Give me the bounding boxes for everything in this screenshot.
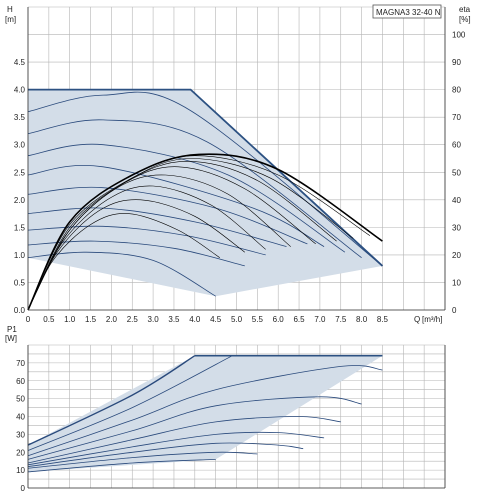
y-tick-label: 3.5 — [14, 113, 26, 122]
y-tick-label: 0.0 — [14, 306, 26, 315]
y-axis-label: H — [7, 5, 13, 14]
head-curve-7 — [27, 225, 266, 256]
efficiency-curve-6 — [27, 174, 291, 311]
head-curve-6 — [27, 207, 287, 247]
top-axes — [27, 7, 446, 311]
power-curve-7 — [27, 442, 304, 467]
power-curve-5 — [27, 416, 341, 464]
efficiency-curve-4 — [27, 160, 337, 311]
power-curve-4 — [27, 396, 362, 460]
top-tick-labels: 0 0.5 1.0 1.5 2.0 2.5 3.0 3.5 4.0 4.5 5.0 5.5 6.0 6.5… — [14, 31, 466, 324]
efficiency-curve-7 — [27, 185, 266, 311]
max-curve-outline — [28, 88, 384, 267]
p1-tick-label: 30 — [16, 430, 25, 439]
x-tick-label: 3.5 — [168, 315, 180, 324]
head-curve-1 — [27, 91, 383, 267]
p1-tick-label: 20 — [16, 448, 25, 457]
p1-tick-label: 0 — [21, 484, 26, 493]
y2-tick-label: 80 — [452, 86, 461, 95]
power-curve-1 — [27, 355, 196, 446]
x-tick-label: 7.5 — [335, 315, 347, 324]
x-tick-label: 1.5 — [85, 315, 97, 324]
x-axis-unit: [m³/h] — [422, 315, 442, 324]
p1-tick-label: 50 — [16, 395, 25, 404]
power-curve-3 — [27, 365, 383, 457]
y2-tick-label: 0 — [452, 306, 457, 315]
power-curve-9 — [27, 459, 216, 473]
y-axis-unit: [m] — [5, 15, 16, 24]
x-tick-label: 2.5 — [127, 315, 139, 324]
x-tick-label: 4.5 — [210, 315, 222, 324]
y-tick-label: 2.0 — [14, 196, 26, 205]
y-tick-label: 3.0 — [14, 141, 26, 150]
x-tick-label: 8.5 — [377, 315, 389, 324]
x-tick-label: 4.0 — [189, 315, 201, 324]
y-tick-label: 0.5 — [14, 278, 26, 287]
chart-title: MAGNA3 32-40 N — [376, 8, 441, 17]
y2-tick-label: 10 — [452, 278, 461, 287]
operating-area-fill — [28, 89, 383, 297]
y2-tick-label: 100 — [452, 31, 466, 40]
efficiency-curve-5 — [27, 166, 316, 311]
power-curve-6 — [27, 431, 325, 466]
y2-tick-label: 40 — [452, 196, 461, 205]
x-tick-label: 0 — [26, 315, 31, 324]
p1-tick-label: 10 — [16, 466, 25, 475]
power-chart: 0 10 20 30 40 50 60 70 P1 [W] — [5, 325, 446, 493]
x-tick-label: 1.0 — [64, 315, 76, 324]
y-tick-label: 2.5 — [14, 168, 26, 177]
x-tick-label: 8.0 — [356, 315, 368, 324]
p1-axis-label: P1 — [7, 325, 17, 334]
x-tick-label: 6.5 — [293, 315, 305, 324]
p1-tick-label: 40 — [16, 413, 25, 422]
y-tick-label: 4.5 — [14, 58, 26, 67]
x-tick-label: 3.0 — [148, 315, 160, 324]
bottom-tick-labels: 0 10 20 30 40 50 60 70 — [16, 359, 25, 493]
efficiency-curve-3 — [27, 158, 354, 311]
p1-tick-label: 60 — [16, 377, 25, 386]
y2-axis-label: eta — [459, 5, 471, 14]
head-efficiency-chart: 0 0.5 1.0 1.5 2.0 2.5 3.0 3.5 4.0 4.5 5.0 5.5 6.0 6.5… — [5, 4, 471, 324]
y2-tick-label: 60 — [452, 141, 461, 150]
top-curves — [27, 91, 383, 311]
bottom-curves — [27, 354, 383, 473]
x-tick-label: 6.0 — [273, 315, 285, 324]
bottom-axes — [27, 345, 446, 489]
head-curve-2 — [27, 119, 362, 259]
head-curve-4 — [27, 165, 325, 247]
y-tick-label: 1.5 — [14, 223, 26, 232]
efficiency-curve-2 — [27, 155, 371, 311]
power-curve-8 — [27, 451, 258, 469]
y2-tick-label: 50 — [452, 168, 461, 177]
x-tick-label: 5.0 — [231, 315, 243, 324]
p1-axis-unit: [W] — [5, 334, 17, 343]
title-box — [372, 4, 442, 19]
p1-tick-label: 70 — [16, 359, 25, 368]
efficiency-curve-9 — [27, 213, 220, 311]
x-tick-label: 2.0 — [106, 315, 118, 324]
y-tick-label: 1.0 — [14, 251, 26, 260]
y-tick-label: 4.0 — [14, 86, 26, 95]
power-curve-2 — [27, 355, 233, 451]
x-tick-label: 5.5 — [252, 315, 264, 324]
head-curve-3 — [27, 143, 346, 253]
y2-tick-label: 20 — [452, 251, 461, 260]
efficiency-curve-8 — [27, 199, 245, 311]
power-area-fill — [28, 355, 383, 472]
x-tick-label: 7.0 — [314, 315, 326, 324]
x-tick-label: 0.5 — [43, 315, 55, 324]
y2-tick-label: 30 — [452, 223, 461, 232]
head-curve-5 — [27, 186, 308, 245]
bottom-operating-area — [28, 355, 383, 472]
top-operating-area — [28, 88, 384, 297]
y2-tick-label: 70 — [452, 113, 461, 122]
y2-axis-unit: [%] — [459, 15, 471, 24]
y2-tick-label: 90 — [452, 58, 461, 67]
x-axis-label: Q — [414, 315, 420, 324]
